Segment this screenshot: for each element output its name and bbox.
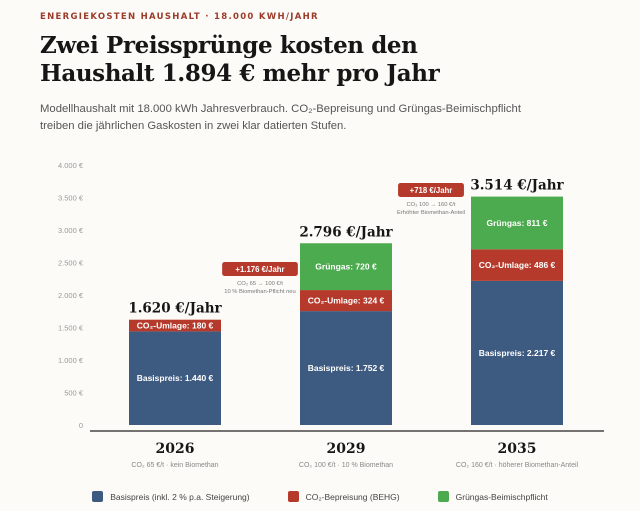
step-note: 10 % Biomethan-Pflicht neu [224, 289, 296, 295]
step-badge [222, 262, 298, 276]
bar-segment-label: Basispreis: 1.440 € [137, 373, 214, 383]
bar-segment-label: Grüngas: 811 € [487, 218, 548, 228]
legend-swatch-base [92, 491, 104, 502]
bar-segment-base [300, 311, 392, 425]
subtitle-line-2: treiben die jährlichen Gaskosten in zwei… [40, 120, 347, 132]
category-label: 2035 [498, 441, 537, 457]
eyebrow-label: ENERGIEKOSTEN HAUSHALT · 18.000 KWH/JAHR [40, 12, 319, 22]
y-tick-label: 500 € [64, 389, 84, 398]
bar-segment-co2 [129, 319, 221, 332]
bar-segment-co2 [471, 249, 563, 281]
legend-item-green: Grüngas-Beimischpflicht [437, 491, 548, 502]
y-tick-label: 3.500 € [58, 194, 84, 203]
y-tick-label: 3.000 € [58, 226, 84, 235]
bar-total-label: 2.796 €/Jahr [299, 224, 393, 240]
legend: Basispreis (inkl. 2 % p.a. Steigerung) C… [0, 491, 640, 502]
step-note: CO₂ 65 → 100 €/t [237, 281, 283, 287]
bar-segment-label: Grüngas: 720 € [315, 262, 377, 272]
bar-segment-label: CO₂-Umlage: 324 € [308, 296, 385, 306]
page-title: Zwei Preissprünge kosten den Haushalt 1.… [40, 32, 600, 88]
y-tick-label: 0 [79, 421, 83, 430]
step-badge-label: +718 €/Jahr [410, 186, 453, 195]
bar-segment-label: CO₂-Umlage: 180 € [137, 321, 214, 331]
subtitle: Modellhaushalt mit 18.000 kWh Jahresverb… [40, 101, 560, 135]
category-note: CO₂ 160 €/t · höherer Biomethan-Anteil [456, 462, 579, 469]
y-tick-label: 1.000 € [58, 356, 84, 365]
title-line-2: Haushalt 1.894 € mehr pro Jahr [40, 60, 440, 87]
legend-label-co2: CO₂-Bepreisung (BEHG) [305, 491, 400, 502]
y-tick-label: 2.500 € [58, 259, 84, 268]
bar-segment-base [129, 331, 221, 425]
bar-total-label: 1.620 €/Jahr [128, 301, 222, 317]
y-tick-label: 2.000 € [58, 291, 84, 300]
bar-segment-label: Basispreis: 2.217 € [479, 348, 556, 358]
category-label: 2026 [156, 441, 195, 457]
legend-item-co2: CO₂-Bepreisung (BEHG) [287, 491, 400, 502]
category-note: CO₂ 100 €/t · 10 % Biomethan [299, 462, 393, 469]
bar-total-label: 3.514 €/Jahr [470, 178, 564, 194]
subtitle-line-1: Modellhaushalt mit 18.000 kWh Jahresverb… [40, 103, 521, 115]
legend-item-base: Basispreis (inkl. 2 % p.a. Steigerung) [92, 491, 250, 502]
title-line-1: Zwei Preissprünge kosten den [40, 32, 418, 59]
bar-segment-label: CO₂-Umlage: 486 € [479, 260, 556, 270]
step-badge-label: +1.176 €/Jahr [235, 265, 284, 274]
category-note: CO₂ 65 €/t · kein Biomethan [131, 462, 218, 469]
category-label: 2029 [327, 441, 366, 457]
y-tick-label: 1.500 € [58, 324, 84, 333]
legend-swatch-green [437, 491, 449, 502]
legend-swatch-co2 [287, 491, 299, 502]
step-note: Erhöhter Biomethan-Anteil [397, 210, 465, 216]
step-note: CO₂ 100 → 160 €/t [407, 202, 456, 208]
bar-segment-base [471, 280, 563, 425]
y-tick-label: 4.000 € [58, 161, 84, 170]
legend-label-green: Grüngas-Beimischpflicht [455, 491, 548, 502]
step-badge [398, 183, 464, 197]
bar-segment-green [471, 196, 563, 250]
bar-segment-green [300, 243, 392, 291]
bar-segment-co2 [300, 290, 392, 312]
legend-label-base: Basispreis (inkl. 2 % p.a. Steigerung) [110, 491, 250, 502]
bar-segment-label: Basispreis: 1.752 € [308, 363, 385, 373]
